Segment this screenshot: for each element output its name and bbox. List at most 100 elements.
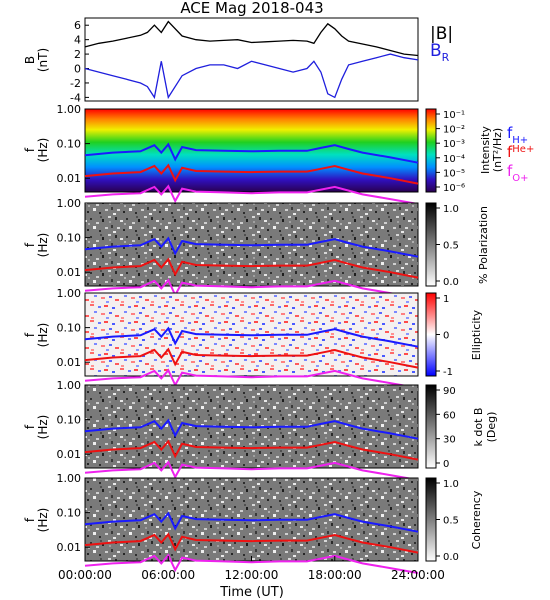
polarization-gyro-lines bbox=[84, 236, 419, 299]
polarization-colorbar-label: % Polarization bbox=[477, 206, 490, 284]
k-dot-b-y-unit: (Hz) bbox=[36, 415, 50, 440]
coherency-colorbar bbox=[425, 477, 437, 562]
intensity-frame bbox=[84, 108, 419, 193]
colorbar-tick-label: 90 bbox=[443, 386, 456, 397]
gyro-line-fH+ bbox=[84, 418, 419, 440]
gyro-line-fH+ bbox=[84, 236, 419, 258]
colorbar-tick-label: 10⁻⁴ bbox=[443, 154, 465, 165]
colorbar-tick-label: -1 bbox=[443, 367, 453, 378]
gyro-line-fO+ bbox=[84, 184, 419, 205]
colorbar-tick-label: 1.0 bbox=[443, 479, 459, 490]
intensity-y-label: f bbox=[23, 147, 37, 152]
intensity-colorbar bbox=[425, 108, 437, 193]
colorbar-tick-label: 10⁻¹ bbox=[443, 110, 465, 121]
polarization-colorbar-ticks: 1.0 0.5 0.0 bbox=[436, 204, 459, 288]
legend-b-r: BR bbox=[430, 41, 450, 64]
gyro-line-fHe+ bbox=[84, 163, 419, 185]
legend-f-h: fH+ bbox=[507, 124, 528, 146]
gyro-line-fHe+ bbox=[84, 532, 419, 554]
k-dot-b-frame bbox=[84, 384, 419, 469]
colorbar-tick-label: 0.0 bbox=[443, 277, 459, 288]
freq-y-tick-label: 0.10 bbox=[57, 138, 82, 151]
polarization-y-label: f bbox=[23, 242, 37, 247]
k-dot-b-colorbar-ticks: 90 60 30 0 bbox=[436, 386, 456, 470]
freq-y-tick-label: 0.10 bbox=[57, 414, 82, 427]
field-y-tick-label: 2 bbox=[74, 48, 81, 61]
colorbar-tick-label: 30 bbox=[443, 435, 456, 446]
field-y-tick-label: 6 bbox=[74, 19, 81, 32]
ellipticity-colorbar bbox=[425, 292, 437, 377]
ellipticity-gyro-lines bbox=[84, 326, 419, 389]
gyro-line-fHe+ bbox=[84, 347, 419, 369]
freq-y-tick-label: 0.10 bbox=[57, 232, 82, 245]
gyro-line-fHe+ bbox=[84, 439, 419, 461]
freq-y-tick-label: 0.10 bbox=[57, 507, 82, 520]
legend-f-o: fO+ bbox=[507, 162, 529, 184]
polarization-y-unit: (Hz) bbox=[36, 233, 50, 258]
x-tick-label: 00:00:00 bbox=[58, 568, 112, 582]
colorbar-tick-label: 0 bbox=[443, 459, 449, 470]
ellipticity-y-unit: (Hz) bbox=[36, 323, 50, 348]
intensity-colorbar-label: Intensity bbox=[479, 126, 492, 174]
freq-y-tick-label: 1.00 bbox=[57, 103, 82, 116]
intensity-gyro-lines bbox=[84, 142, 419, 205]
freq-y-tick-label: 0.01 bbox=[57, 356, 82, 369]
intensity-colorbar-ticks: 10⁻¹ 10⁻² 10⁻³ 10⁻⁴ 10⁻⁵ 10⁻⁶ bbox=[436, 110, 465, 194]
panel-coherency: 1.000.100.01 1.00.50.0 Coherency f (Hz) … bbox=[23, 472, 483, 582]
freq-y-tick-label: 1.00 bbox=[57, 287, 82, 300]
ellipticity-y-ticks: 1.00 0.10 0.01 bbox=[57, 287, 90, 369]
panel-polarization: 1.000.100.01 1.00.50.0 % Polarization f … bbox=[23, 197, 490, 299]
field-y-tick-label: -2 bbox=[70, 77, 81, 90]
coherency-y-label: f bbox=[23, 517, 37, 522]
intensity-y-ticks: 1.00 0.10 0.01 bbox=[57, 103, 90, 185]
gyro-line-fH+ bbox=[84, 326, 419, 348]
polarization-colorbar bbox=[425, 202, 437, 287]
gyro-line-fO+ bbox=[84, 368, 419, 389]
colorbar-tick-label: 10⁻⁵ bbox=[443, 168, 465, 179]
field-y-tick-label: 4 bbox=[74, 34, 81, 47]
k-dot-b-colorbar-label: k dot B bbox=[472, 408, 485, 447]
x-tick-label: 24:00:00 bbox=[391, 568, 445, 582]
coherency-y-unit: (Hz) bbox=[36, 508, 50, 533]
colorbar-tick-label: 0.0 bbox=[443, 552, 459, 563]
k-dot-b-gyro-lines bbox=[84, 418, 419, 481]
legend-f-he: fHe+ bbox=[507, 143, 534, 161]
gyro-line-fH+ bbox=[84, 142, 419, 164]
x-tick-label: 18:00:00 bbox=[308, 568, 362, 582]
panel-magnetic-field: -4-20 24 6 B (nT) |B| BR bbox=[23, 17, 453, 104]
ellipticity-frame bbox=[84, 292, 419, 377]
colorbar-tick-label: 60 bbox=[443, 410, 456, 421]
panel-k-dot-b: 1.00 0.10 0.01 90 60 30 0 k dot B (Deg) f (Hz… bbox=[23, 379, 498, 481]
figure-title: ACE Mag 2018-043 bbox=[180, 0, 323, 17]
colorbar-tick-label: 10⁻³ bbox=[443, 139, 465, 150]
freq-y-tick-label: 0.01 bbox=[57, 541, 82, 554]
time-axis-ticks: 00:00:00 06:00:00 12:00:00 18:00:00 24:00:00 bbox=[58, 556, 445, 582]
field-y-label: B bbox=[23, 56, 37, 64]
gyro-line-fO+ bbox=[84, 278, 419, 299]
colorbar-tick-label: 1.0 bbox=[443, 204, 459, 215]
freq-y-tick-label: 1.00 bbox=[57, 379, 82, 392]
k-dot-b-colorbar bbox=[425, 384, 437, 469]
field-plot-frame bbox=[84, 17, 419, 102]
field-y-ticks: -4-20 24 6 bbox=[70, 19, 89, 104]
legend-b-total: |B| bbox=[430, 24, 453, 44]
field-y-tick-label: -4 bbox=[70, 91, 81, 104]
colorbar-tick-label: 10⁻² bbox=[443, 125, 465, 136]
coherency-colorbar-label: Coherency bbox=[470, 490, 483, 549]
k-dot-b-y-label: f bbox=[23, 424, 37, 429]
freq-y-tick-label: 1.00 bbox=[57, 197, 82, 210]
field-y-tick-label: 0 bbox=[74, 63, 81, 76]
gyro-line-fH+ bbox=[84, 511, 419, 533]
coherency-y-ticks: 1.00 0.10 0.01 bbox=[57, 472, 90, 554]
gyro-line-fHe+ bbox=[84, 257, 419, 279]
colorbar-tick-label: 0 bbox=[443, 331, 449, 342]
x-tick-label: 12:00:00 bbox=[225, 568, 279, 582]
gyro-line-fO+ bbox=[84, 460, 419, 481]
colorbar-tick-label: 10⁻⁶ bbox=[443, 183, 465, 194]
polarization-y-ticks: 1.00 0.10 0.01 bbox=[57, 197, 90, 279]
coherency-gyro-lines bbox=[84, 511, 419, 574]
polarization-frame bbox=[84, 202, 419, 287]
freq-y-tick-label: 0.01 bbox=[57, 448, 82, 461]
freq-y-tick-label: 0.01 bbox=[57, 172, 82, 185]
